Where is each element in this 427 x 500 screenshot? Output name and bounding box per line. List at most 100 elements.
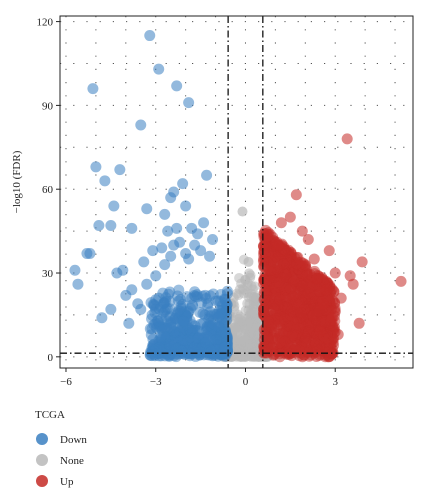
data-point-down xyxy=(126,222,138,234)
data-point-up xyxy=(353,317,365,329)
up-point xyxy=(295,307,307,319)
up-point xyxy=(300,333,312,345)
data-point-down xyxy=(162,225,174,237)
up-point xyxy=(291,258,303,270)
data-point-down xyxy=(153,292,165,304)
data-point-down xyxy=(108,200,120,212)
data-point-down xyxy=(111,267,123,279)
none-point xyxy=(242,280,253,291)
up-point xyxy=(268,348,280,360)
data-point-down xyxy=(123,317,135,329)
data-point-down xyxy=(165,250,177,262)
data-point-up xyxy=(341,133,353,145)
data-point-up xyxy=(284,211,296,223)
data-point-up xyxy=(335,292,347,304)
data-point-down xyxy=(168,239,180,251)
up-point xyxy=(272,299,284,311)
data-point-up xyxy=(290,189,302,201)
up-point xyxy=(277,272,289,284)
down-point xyxy=(200,326,212,338)
x-axis-ticks: −6 −3 0 3 xyxy=(60,368,338,388)
down-point xyxy=(181,291,193,303)
y-tick-label: 60 xyxy=(42,184,54,196)
down-point xyxy=(219,341,231,353)
data-point-down xyxy=(135,303,147,315)
data-point-down xyxy=(90,161,102,173)
down-point xyxy=(155,332,167,344)
none-point xyxy=(248,302,259,313)
data-point-down xyxy=(159,259,171,271)
legend-item-none: None xyxy=(36,454,84,467)
up-point xyxy=(310,338,322,350)
data-point-down xyxy=(180,200,192,212)
legend-label-down: Down xyxy=(60,434,87,446)
data-point-down xyxy=(189,239,201,251)
x-tick-label: 0 xyxy=(243,376,249,388)
up-point xyxy=(258,278,270,290)
down-point xyxy=(173,305,185,317)
data-point-down xyxy=(147,245,159,257)
legend-label-none: None xyxy=(60,455,84,467)
down-point xyxy=(210,334,222,346)
data-point-up xyxy=(323,245,335,257)
data-point-down xyxy=(201,169,213,181)
data-point-down xyxy=(171,80,183,92)
data-point-down xyxy=(165,192,177,204)
down-point xyxy=(199,309,211,321)
data-point-up xyxy=(302,233,314,245)
data-point-up xyxy=(272,239,284,251)
legend-item-up: Up xyxy=(36,475,74,488)
up-point xyxy=(265,255,277,267)
data-point-down xyxy=(159,208,171,220)
down-point xyxy=(196,297,208,309)
down-point xyxy=(220,328,232,340)
up-point xyxy=(262,314,274,326)
up-point xyxy=(266,332,278,344)
data-point-up xyxy=(317,298,329,310)
data-point-up xyxy=(332,328,344,340)
data-point-down xyxy=(150,270,162,282)
down-point xyxy=(176,345,188,357)
down-point xyxy=(153,342,165,354)
data-point-down xyxy=(114,164,126,176)
legend: TCGA Down None Up xyxy=(35,409,87,488)
data-point-down xyxy=(141,203,153,215)
data-point-down xyxy=(156,242,168,254)
up-point xyxy=(288,275,300,287)
data-point-down xyxy=(171,222,183,234)
data-point-down xyxy=(192,228,204,240)
data-point-down xyxy=(141,278,153,290)
data-point-down xyxy=(105,220,117,232)
up-point xyxy=(271,263,283,275)
up-point xyxy=(300,270,312,282)
data-point-up xyxy=(395,275,407,287)
legend-item-down: Down xyxy=(36,433,87,446)
legend-swatch-down xyxy=(36,433,48,445)
data-point-down xyxy=(96,312,108,324)
down-point xyxy=(144,323,156,335)
data-point-up xyxy=(326,312,338,324)
down-point xyxy=(144,349,156,361)
down-point xyxy=(160,310,172,322)
up-point xyxy=(279,313,291,325)
down-point xyxy=(214,308,226,320)
none-point xyxy=(243,256,254,267)
down-point xyxy=(200,337,212,349)
data-point-down xyxy=(93,220,105,232)
data-point-up xyxy=(329,267,341,279)
data-points xyxy=(69,30,407,340)
data-point-up xyxy=(308,253,320,265)
none-point xyxy=(230,323,241,334)
data-point-down xyxy=(144,30,156,42)
up-point xyxy=(286,330,298,342)
none-point xyxy=(234,272,245,283)
data-point-down xyxy=(183,97,195,109)
data-point-up xyxy=(314,326,326,338)
data-point-up xyxy=(299,259,311,271)
data-point-down xyxy=(69,264,81,276)
data-point-up xyxy=(311,273,323,285)
data-point-down xyxy=(126,284,138,296)
x-tick-label: −3 xyxy=(150,376,162,388)
up-point xyxy=(302,287,314,299)
